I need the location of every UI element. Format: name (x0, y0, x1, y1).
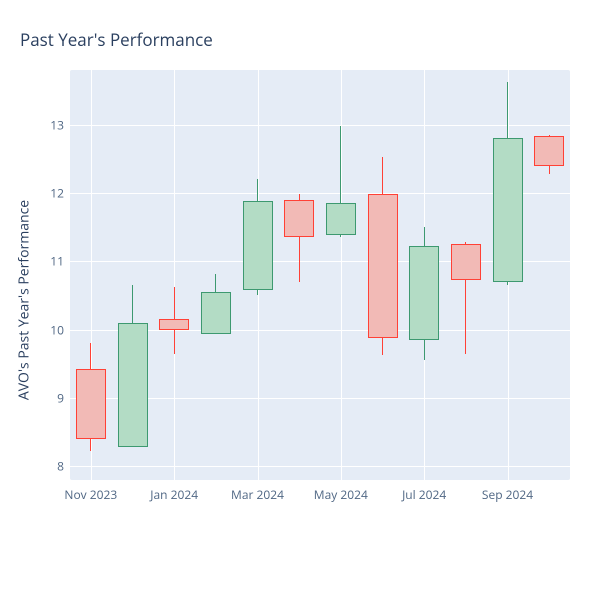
candle-body (201, 292, 231, 334)
x-tick-label: Nov 2023 (64, 486, 117, 503)
candle-wick-lower (382, 338, 383, 355)
grid-line-x (174, 70, 175, 480)
candle-body (284, 200, 314, 238)
x-tick-label: Jan 2024 (150, 486, 198, 503)
candle-body (159, 319, 189, 329)
candle-wick-lower (299, 237, 300, 281)
candle-wick-lower (507, 282, 508, 285)
x-tick-label: Sep 2024 (482, 486, 533, 503)
x-tick-label: Jul 2024 (402, 486, 446, 503)
candle-body (118, 323, 148, 447)
candle-body (368, 194, 398, 338)
candle-wick-upper (382, 157, 383, 194)
y-tick-label: 10 (50, 321, 64, 338)
candle-body (326, 203, 356, 235)
candle-body (409, 246, 439, 340)
candle-body (534, 136, 564, 165)
candle-wick-upper (424, 227, 425, 246)
candle-wick-lower (90, 439, 91, 451)
candlestick-chart: Past Year's Performance AVO's Past Year'… (0, 0, 600, 600)
y-tick-label: 12 (50, 185, 64, 202)
y-tick-label: 9 (57, 390, 64, 407)
candle-wick-upper (174, 287, 175, 319)
candle-body (243, 201, 273, 290)
candle-body (493, 138, 523, 282)
y-tick-label: 8 (57, 458, 64, 475)
candle-body (451, 244, 481, 280)
y-tick-label: 11 (50, 253, 64, 270)
x-tick-label: May 2024 (314, 486, 368, 503)
candle-wick-lower (424, 340, 425, 361)
y-axis-label: AVO's Past Year's Performance (15, 200, 34, 400)
candle-wick-upper (215, 274, 216, 292)
candle-wick-upper (257, 179, 258, 201)
candle-wick-upper (132, 285, 133, 323)
chart-title: Past Year's Performance (20, 28, 213, 51)
plot-area (70, 70, 570, 480)
candle-wick-lower (465, 280, 466, 354)
candle-wick-lower (549, 166, 550, 174)
y-tick-label: 13 (50, 116, 64, 133)
candle-wick-lower (174, 330, 175, 354)
candle-wick-upper (340, 126, 341, 203)
x-tick-label: Mar 2024 (231, 486, 284, 503)
grid-line-y (70, 466, 570, 467)
candle-wick-lower (340, 235, 341, 237)
candle-wick-lower (257, 290, 258, 295)
grid-line-y (70, 125, 570, 126)
candle-body (76, 369, 106, 439)
candle-wick-upper (90, 343, 91, 369)
candle-wick-upper (507, 82, 508, 138)
